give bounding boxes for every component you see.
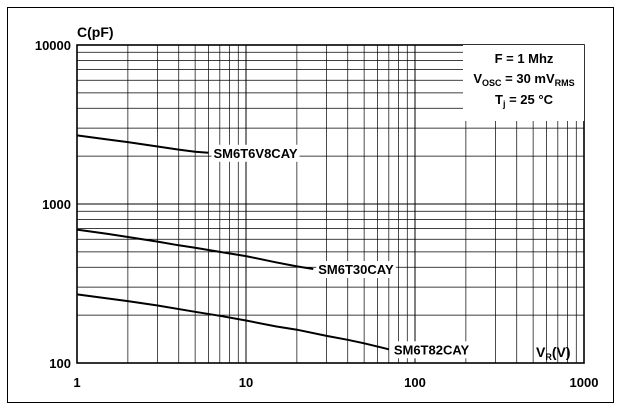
condition-frequency: F = 1 Mhz: [495, 51, 554, 66]
x-tick-label: 100: [404, 375, 426, 390]
tick-labels: 1 10 100 1000 100 1000 10000: [35, 38, 599, 390]
series-label-bg: [391, 341, 472, 359]
y-axis-label: C(pF): [77, 24, 114, 40]
y-tick-label: 100: [49, 356, 71, 371]
series-line: [76, 293, 390, 351]
conditions-box: F = 1 Mhz VOSC = 30 mVRMS Tj = 25 °C: [463, 45, 584, 121]
series-line: [76, 228, 314, 270]
series-label-bg: [316, 261, 396, 279]
y-tick-label: 10000: [35, 38, 71, 53]
condition-vosc: VOSC = 30 mVRMS: [473, 71, 574, 88]
series-label-bg: [211, 144, 300, 162]
y-tick-label: 1000: [42, 197, 71, 212]
x-axis-label: VR(V): [536, 344, 571, 362]
series-label: SM6T30CAY: [318, 262, 394, 277]
condition-tj: Tj = 25 °C: [495, 92, 554, 109]
series-label: SM6T6V8CAY: [214, 146, 298, 161]
series-line: [76, 134, 209, 154]
series-group: SM6T6V8CAY SM6T30CAY SM6T82CAY: [76, 134, 472, 359]
plot-border: [76, 44, 585, 364]
x-tick-label: 10: [239, 375, 253, 390]
x-tick-label: 1000: [570, 375, 599, 390]
grid: [77, 45, 584, 363]
series-label: SM6T82CAY: [394, 342, 470, 357]
x-tick-label: 1: [73, 375, 80, 390]
